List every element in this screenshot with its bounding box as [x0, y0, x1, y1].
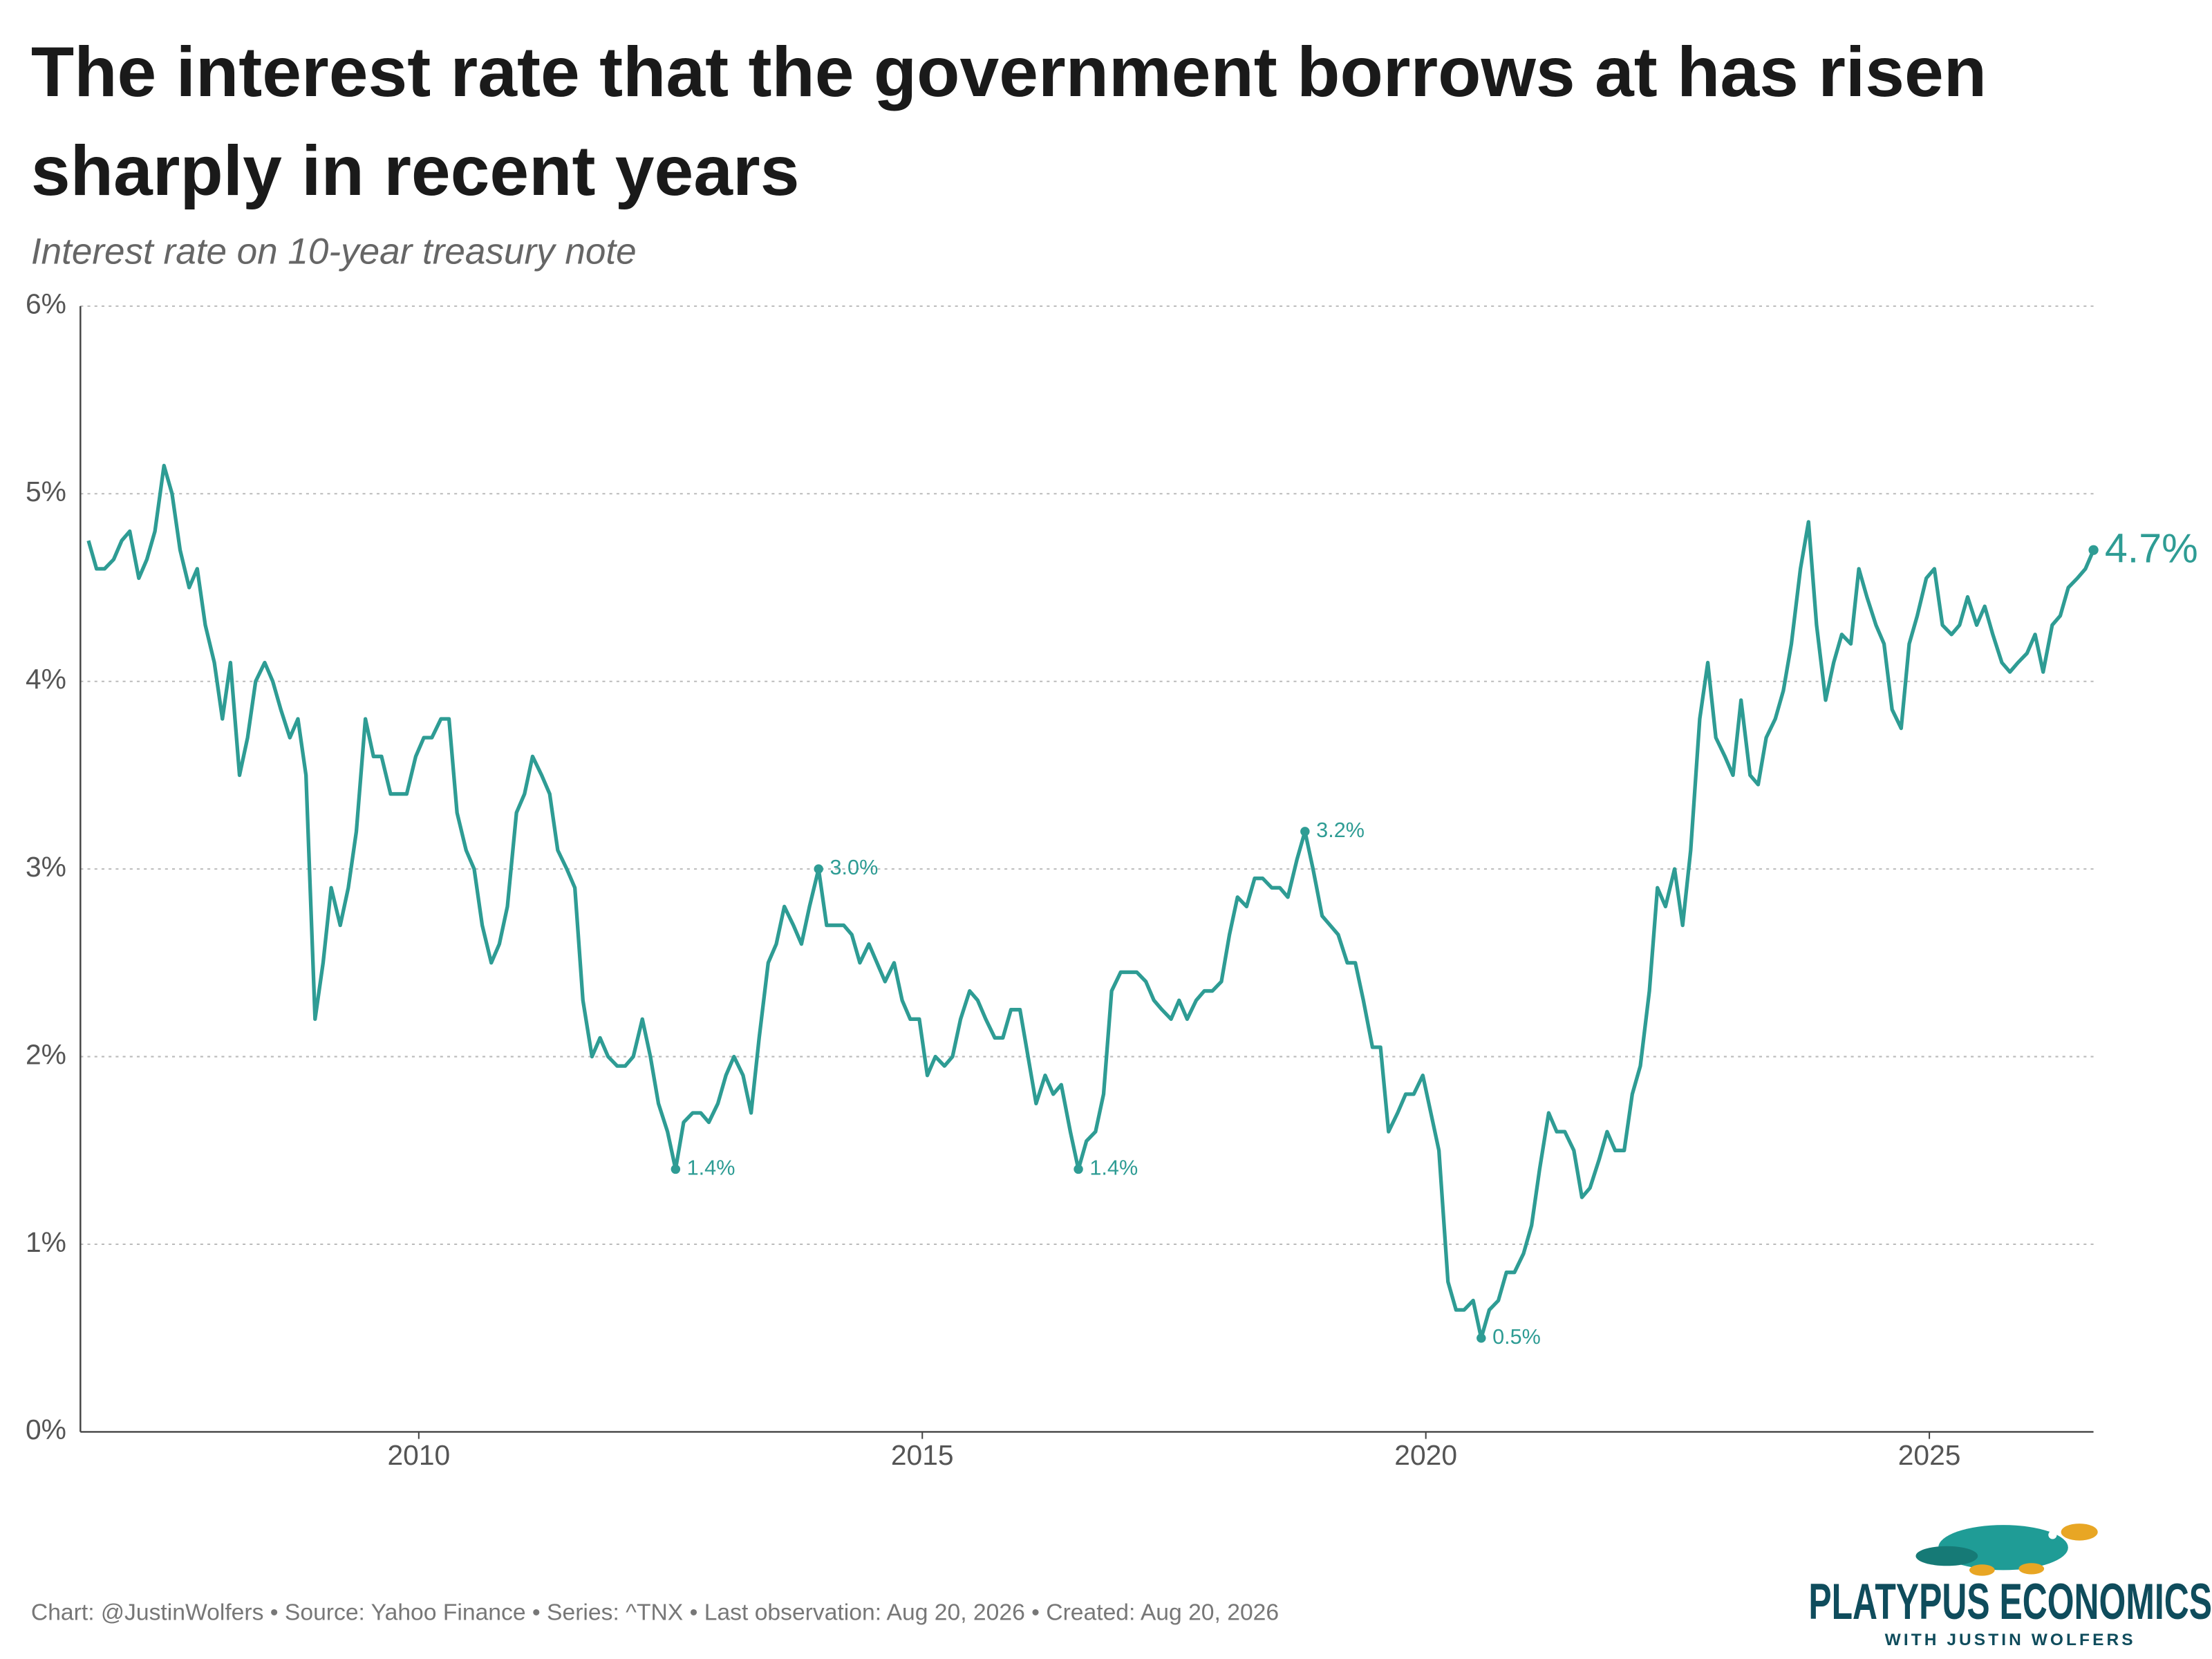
- x-tick-label: 2015: [891, 1439, 954, 1471]
- annotation-label: 1.4%: [687, 1156, 735, 1180]
- y-tick-label: 2%: [26, 1038, 66, 1070]
- brand-name: PLATYPUS ECONOMICS: [1808, 1573, 2212, 1630]
- x-tick-label: 2020: [1394, 1439, 1457, 1471]
- y-tick-label: 1%: [26, 1226, 66, 1258]
- x-tick-label: 2010: [387, 1439, 450, 1471]
- annotation-dot: [1300, 827, 1310, 836]
- end-label: 4.7%: [2105, 525, 2198, 571]
- annotation-label: 3.0%: [830, 856, 879, 879]
- annotation-dot: [814, 864, 823, 874]
- annotation-dot: [1477, 1333, 1486, 1343]
- y-tick-label: 4%: [26, 663, 66, 695]
- source-note: Chart: @JustinWolfers • Source: Yahoo Fi…: [31, 1600, 1279, 1626]
- series-line: [86, 463, 2096, 1340]
- chart-subtitle: Interest rate on 10-year treasury note: [31, 231, 637, 272]
- chart-title-1: The interest rate that the government bo…: [31, 32, 1987, 111]
- annotation-label: 1.4%: [1089, 1156, 1138, 1180]
- annotation-dot: [1074, 1164, 1083, 1174]
- x-tick-label: 2025: [1898, 1439, 1961, 1471]
- annotation-dot: [671, 1164, 681, 1174]
- annotation-label: 3.2%: [1316, 818, 1365, 842]
- y-tick-label: 0%: [26, 1414, 66, 1445]
- y-tick-label: 3%: [26, 851, 66, 883]
- annotation-label: 0.5%: [1492, 1325, 1541, 1349]
- brand-tagline: WITH JUSTIN WOLFERS: [1885, 1631, 2136, 1649]
- y-tick-label: 5%: [26, 476, 66, 507]
- logo-icon: [1915, 1524, 2098, 1576]
- end-dot: [2088, 545, 2099, 555]
- y-tick-label: 6%: [26, 288, 66, 320]
- chart-title-2: sharply in recent years: [31, 131, 800, 210]
